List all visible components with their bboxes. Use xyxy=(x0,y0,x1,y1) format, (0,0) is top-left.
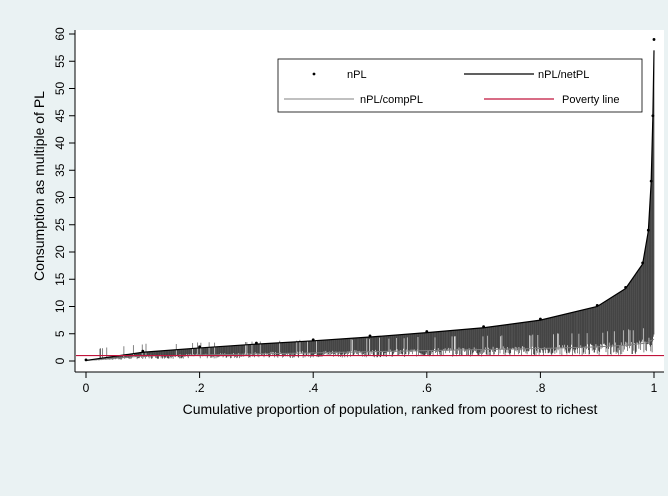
series-npl-point xyxy=(368,334,372,338)
x-ticks: 0 .2 .4 .6 .8 1 xyxy=(83,372,658,395)
y-tick-label: 60 xyxy=(53,27,67,41)
series-npl-point xyxy=(651,114,655,118)
series-npl-point xyxy=(425,330,429,333)
y-tick-label: 25 xyxy=(53,218,67,232)
y-axis-title: Consumption as multiple of PL xyxy=(31,91,47,281)
x-tick-label: .4 xyxy=(308,381,318,395)
x-tick-label: 0 xyxy=(83,381,90,395)
series-npl-point xyxy=(84,358,88,362)
series-npl-point xyxy=(649,179,653,183)
legend: nPL nPL/netPL nPL/compPL Poverty line xyxy=(277,58,643,113)
series-npl-point xyxy=(255,341,258,345)
x-axis-title: Cumulative proportion of population, ran… xyxy=(183,401,598,417)
series-npl-point xyxy=(198,345,202,349)
series-npl-point xyxy=(595,304,599,307)
series-npl-netpl-line xyxy=(85,50,655,362)
y-tick-label: 50 xyxy=(53,82,67,96)
series-npl-point xyxy=(652,38,656,41)
legend-box xyxy=(277,58,643,113)
y-tick-label: 10 xyxy=(53,300,67,314)
x-tick-label: .6 xyxy=(422,381,432,395)
y-tick-label: 45 xyxy=(53,109,67,123)
legend-label-npl-netpl: nPL/netPL xyxy=(538,69,589,81)
series-npl-point xyxy=(311,338,315,342)
series-npl-point xyxy=(641,261,645,265)
legend-label-poverty-line: Poverty line xyxy=(562,94,619,106)
y-ticks: 0 5 10 15 20 25 30 35 40 45 50 55 60 xyxy=(53,27,75,364)
y-tick-label: 15 xyxy=(53,272,67,286)
y-tick-label: 0 xyxy=(53,357,67,364)
series-npl-point xyxy=(539,317,542,321)
legend-marker-npl xyxy=(312,72,316,76)
y-tick-label: 40 xyxy=(53,136,67,150)
y-tick-label: 35 xyxy=(53,163,67,177)
y-tick-label: 30 xyxy=(53,191,67,205)
series-npl-point xyxy=(482,325,485,329)
y-tick-label: 55 xyxy=(53,54,67,68)
series-npl-point xyxy=(141,349,145,353)
y-tick-label: 20 xyxy=(53,245,67,259)
series-npl-point xyxy=(624,286,627,289)
legend-label-npl-comppl: nPL/compPL xyxy=(360,94,423,106)
x-tick-label: .8 xyxy=(535,381,545,395)
x-tick-label: .2 xyxy=(195,381,205,395)
y-tick-label: 5 xyxy=(53,330,67,337)
legend-label-npl: nPL xyxy=(347,69,367,81)
series-npl-comppl-line xyxy=(85,338,655,361)
series-layer xyxy=(76,38,664,362)
x-tick-label: 1 xyxy=(651,381,658,395)
series-npl-point xyxy=(646,228,650,232)
